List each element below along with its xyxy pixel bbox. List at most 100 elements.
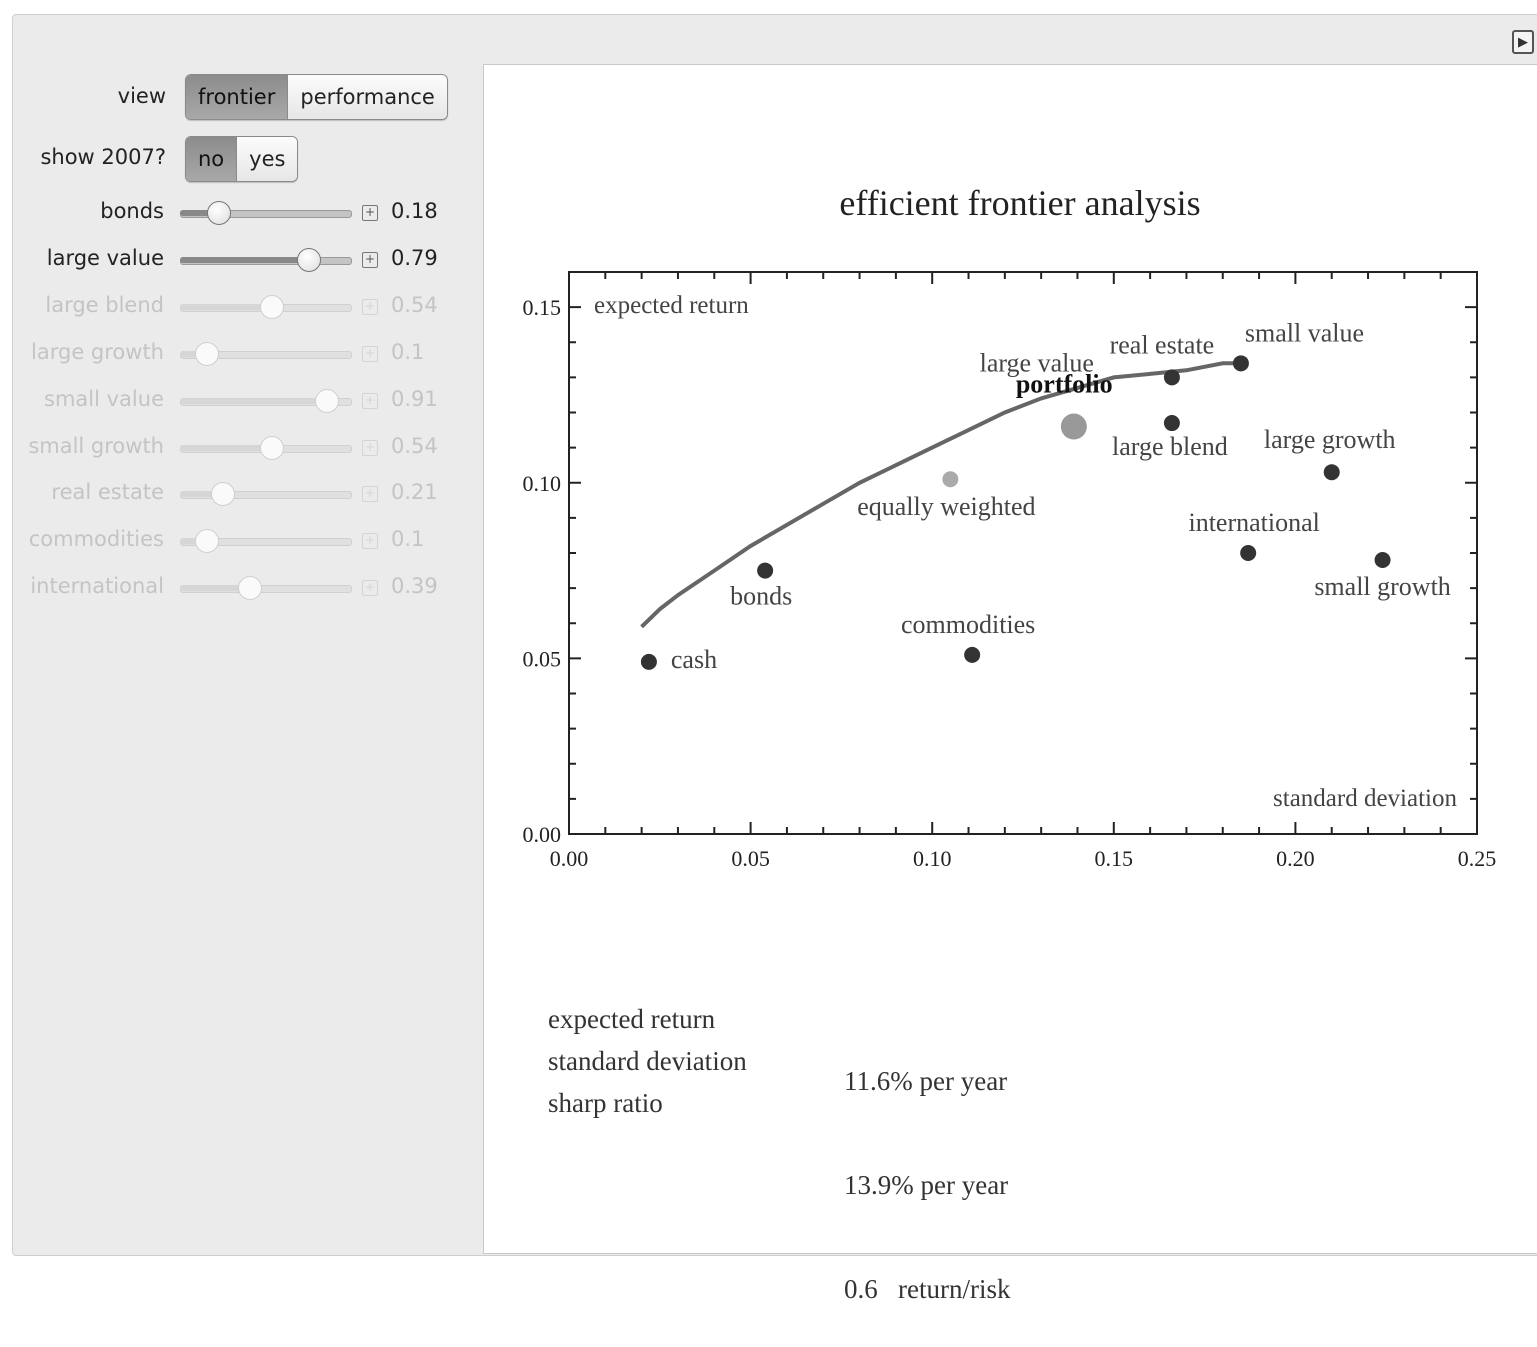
slider-value: 0.1 (391, 527, 425, 551)
asset-point (1240, 545, 1257, 561)
stat-std-dev-label: standard deviation (548, 1046, 747, 1076)
show-2007-no-button[interactable]: no (186, 137, 238, 181)
stat-expected-return-label: expected return (548, 1004, 716, 1034)
asset-label: large growth (1264, 425, 1396, 454)
slider-fill (180, 398, 327, 404)
asset-label: large blend (1112, 432, 1228, 461)
stats-labels: expected return standard deviation sharp… (548, 1004, 747, 1130)
view-selector: frontier performance (185, 74, 448, 120)
slider-label: large value (46, 246, 164, 270)
weight-slider (180, 295, 352, 319)
expand-plus-icon: + (362, 580, 378, 596)
expand-plus-icon: + (362, 393, 378, 409)
slider-value: 0.39 (391, 574, 438, 598)
chart-title: efficient frontier analysis (839, 183, 1200, 223)
slider-thumb[interactable] (296, 248, 321, 272)
slider-value: 0.1 (391, 340, 425, 364)
slider-label: small growth (28, 434, 164, 458)
x-tick-label: 0.25 (1458, 846, 1497, 871)
slider-label: large growth (31, 340, 164, 364)
play-icon: ▶ (1518, 34, 1528, 50)
asset-point (964, 646, 981, 663)
equally-weighted-label: equally weighted (857, 492, 1035, 521)
slider-label: bonds (100, 199, 164, 223)
expand-plus-icon: + (362, 533, 378, 549)
portfolio-point (1060, 413, 1087, 440)
stat-sharp-ratio-value: 0.6 return/risk (844, 1274, 1011, 1304)
axis-tick-labels: 0.00 0.05 0.10 0.15 0.20 0.25 0.00 0.05 0.10 0.15 (523, 295, 1497, 871)
asset-label: cash (671, 645, 717, 674)
slider-fill (180, 257, 309, 263)
asset-point (757, 562, 774, 579)
panel-options-button[interactable]: ▶ (1512, 30, 1534, 54)
asset-label: small value (1245, 318, 1364, 347)
asset-labels: cash bonds commodities large value real esta… (671, 318, 1451, 674)
weight-slider (180, 389, 352, 413)
stat-std-dev-value: 13.9% per year (844, 1170, 1009, 1200)
asset-point (1374, 552, 1391, 569)
slider-value: 0.91 (391, 387, 438, 411)
show-2007-yes-button[interactable]: yes (237, 137, 298, 181)
slider-fill (180, 585, 250, 591)
x-tick-label: 0.00 (550, 846, 589, 871)
expand-plus-icon: + (362, 486, 378, 502)
weight-slider[interactable] (180, 248, 352, 272)
slider-label: real estate (51, 480, 164, 504)
weight-slider (180, 436, 352, 460)
asset-point (1163, 415, 1180, 432)
slider-fill (180, 351, 207, 357)
portfolio-label: portfolio (1016, 370, 1113, 399)
slider-fill (180, 491, 224, 497)
asset-point (1323, 464, 1340, 481)
slider-fill (180, 538, 207, 544)
slider-value: 0.79 (391, 246, 438, 270)
weight-slider (180, 529, 352, 553)
x-tick-label: 0.05 (731, 846, 770, 871)
x-tick-label: 0.10 (913, 846, 952, 871)
asset-label: large value (980, 348, 1094, 377)
slider-thumb (237, 576, 262, 600)
slider-thumb (314, 389, 339, 413)
slider-thumb (211, 482, 236, 506)
show-2007-label: show 2007? (40, 145, 166, 169)
slider-thumb (259, 436, 284, 460)
efficient-frontier-line (640, 361, 1241, 629)
view-label: view (117, 84, 166, 108)
slider-value: 0.54 (391, 293, 438, 317)
equally-weighted-point (942, 471, 959, 488)
weight-slider[interactable] (180, 201, 352, 225)
expand-plus-icon: + (362, 440, 378, 456)
slider-label: international (30, 574, 164, 598)
slider-label: small value (44, 387, 164, 411)
asset-label: bonds (730, 582, 792, 611)
asset-point (1232, 355, 1249, 372)
slider-thumb[interactable] (206, 201, 231, 225)
y-tick-label: 0.10 (523, 471, 562, 496)
slider-label: commodities (28, 527, 164, 551)
slider-value: 0.18 (391, 199, 438, 223)
asset-label: international (1188, 508, 1319, 537)
x-axis-label: standard deviation (1273, 785, 1457, 812)
stats-values: 11.6% per year 13.9% per year 0.6 return… (844, 1004, 1010, 1347)
slider-fill (180, 210, 219, 216)
asset-point (1163, 369, 1180, 386)
y-axis-label: expected return (594, 292, 749, 319)
slider-thumb (259, 295, 284, 319)
expand-plus-icon[interactable]: + (362, 205, 378, 221)
plot-area (483, 64, 1537, 1254)
expand-plus-icon: + (362, 346, 378, 362)
slider-fill (180, 304, 272, 310)
slider-fill (180, 445, 272, 451)
asset-points (640, 355, 1391, 670)
expand-plus-icon[interactable]: + (362, 252, 378, 268)
show-2007-selector: no yes (185, 136, 299, 182)
stat-sharp-ratio-label: sharp ratio (548, 1088, 663, 1118)
expand-plus-icon: + (362, 299, 378, 315)
slider-value: 0.21 (391, 480, 438, 504)
stat-expected-return-value: 11.6% per year (844, 1066, 1008, 1096)
y-tick-label: 0.15 (523, 295, 562, 320)
x-tick-label: 0.15 (1095, 846, 1134, 871)
view-frontier-button[interactable]: frontier (186, 75, 289, 119)
frontier-chart: efficient frontier analysis 0.00 0.05 0.10… (523, 183, 1497, 871)
view-performance-button[interactable]: performance (288, 75, 447, 119)
